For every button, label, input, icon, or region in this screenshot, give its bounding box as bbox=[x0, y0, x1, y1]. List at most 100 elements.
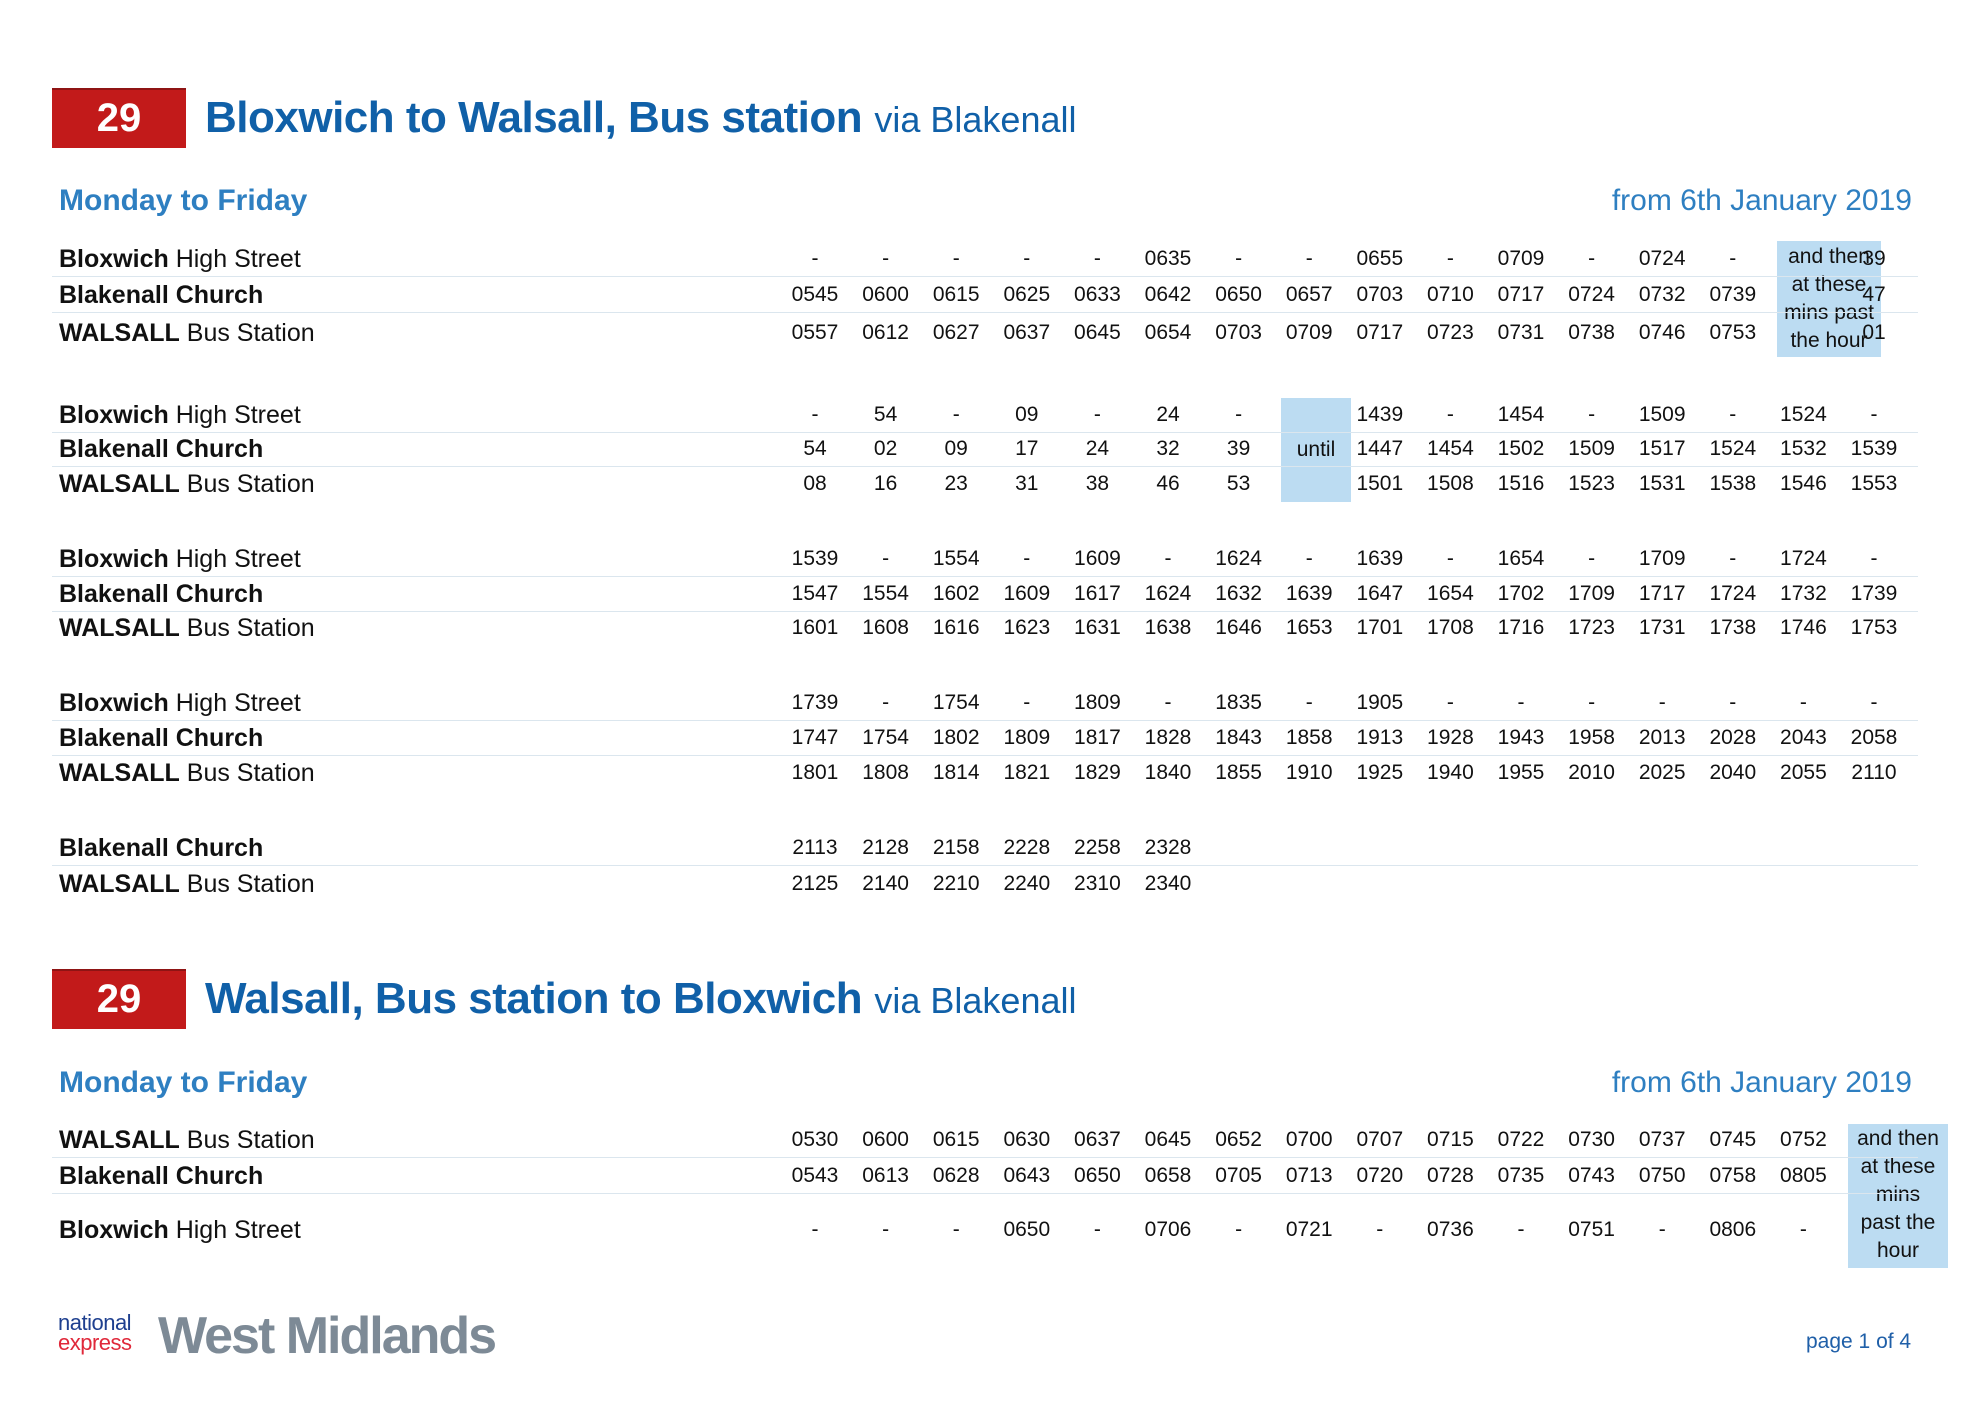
departure-time: 0706 bbox=[1144, 1218, 1192, 1241]
departure-time: 1624 bbox=[1144, 582, 1192, 605]
stop-name: WALSALL Bus Station bbox=[59, 316, 315, 350]
departure-time: 2228 bbox=[1003, 836, 1051, 859]
frequency-note: and then at these mins past the hour bbox=[1848, 1125, 1948, 1265]
departure-time: 2110 bbox=[1851, 761, 1897, 784]
departure-time: 1646 bbox=[1215, 616, 1262, 639]
stop-name: WALSALL Bus Station bbox=[59, 1123, 315, 1157]
departure-time: - bbox=[1235, 403, 1243, 426]
departure-time: 1616 bbox=[932, 616, 980, 639]
departure-time: - bbox=[1376, 1218, 1384, 1241]
page-number: page 1 of 4 bbox=[1806, 1330, 1912, 1353]
departure-time: 0625 bbox=[1003, 283, 1051, 306]
stop-name-bold: Bloxwich bbox=[59, 689, 169, 717]
departure-time: 0612 bbox=[862, 321, 909, 344]
departure-time: 1647 bbox=[1356, 582, 1404, 605]
departure-time: - bbox=[1305, 691, 1313, 714]
timetable-row: WALSALL Bus Station 0530 0600 0615 0630 0637 0… bbox=[52, 1123, 1918, 1158]
departure-time: 1654 bbox=[1427, 582, 1474, 605]
departure-time: - bbox=[1588, 691, 1596, 714]
departure-time: - bbox=[811, 247, 819, 270]
departure-time: 2240 bbox=[1003, 872, 1051, 895]
timetable-row: Bloxwich High Street - 54 - 09 - 24 - 1439 - 1454 -… bbox=[52, 398, 1918, 433]
departure-time: 2128 bbox=[862, 836, 909, 859]
stop-name-bold: Bloxwich bbox=[59, 545, 169, 573]
departure-time: 1809 bbox=[1074, 691, 1121, 714]
departure-time: 0642 bbox=[1144, 283, 1192, 306]
departure-time: - bbox=[1093, 1218, 1101, 1241]
departure-time: 2055 bbox=[1780, 761, 1827, 784]
departure-time: 1905 bbox=[1356, 691, 1404, 714]
departure-time: 1702 bbox=[1497, 582, 1545, 605]
departure-time: 1547 bbox=[791, 582, 839, 605]
departure-time: 2013 bbox=[1638, 726, 1686, 749]
stop-name-bold: Blakenall Church bbox=[59, 724, 264, 752]
departure-time: 0703 bbox=[1356, 283, 1404, 306]
timetable-row: Bloxwich High Street - - - 0650 - 0706 - 0721 - 07… bbox=[52, 1213, 1918, 1247]
departure-time: 2113 bbox=[792, 836, 838, 859]
frequency-note-highlight bbox=[1848, 1124, 1948, 1268]
departure-time: 1638 bbox=[1144, 616, 1192, 639]
stop-name: WALSALL Bus Station bbox=[59, 867, 315, 901]
departure-time: 1817 bbox=[1074, 726, 1121, 749]
timetable-row: Bloxwich High Street 1739 - 1754 - 1809 - 1835 -… bbox=[52, 686, 1918, 721]
departure-time: 08 bbox=[803, 472, 827, 495]
departure-time: 1747 bbox=[791, 726, 839, 749]
stop-name-bold: Bloxwich bbox=[59, 245, 169, 273]
departure-time: - bbox=[1446, 403, 1454, 426]
departure-time: 1523 bbox=[1568, 472, 1615, 495]
departure-time: 0715 bbox=[1427, 1128, 1474, 1151]
departure-time: 0654 bbox=[1144, 321, 1192, 344]
departure-time: 1524 bbox=[1709, 437, 1757, 460]
departure-time: 0700 bbox=[1285, 1128, 1333, 1151]
departure-time: 0752 bbox=[1780, 1128, 1827, 1151]
departure-time: 2210 bbox=[932, 872, 980, 895]
departure-time: 1835 bbox=[1215, 691, 1262, 714]
departure-time: 1701 bbox=[1356, 616, 1404, 639]
departure-time: - bbox=[1164, 691, 1172, 714]
stop-name: Blakenall Church bbox=[59, 721, 263, 755]
departure-time: - bbox=[1093, 247, 1101, 270]
departure-time: - bbox=[1305, 247, 1313, 270]
departure-time: - bbox=[1023, 547, 1031, 570]
departure-time: 1502 bbox=[1497, 437, 1545, 460]
departure-time: - bbox=[1164, 547, 1172, 570]
departure-time: 0543 bbox=[791, 1164, 839, 1187]
departure-time: 0630 bbox=[1003, 1128, 1051, 1151]
departure-time: 0615 bbox=[932, 1128, 980, 1151]
departure-time: 1724 bbox=[1780, 547, 1827, 570]
departure-time: 0722 bbox=[1497, 1128, 1545, 1151]
departure-time: 2025 bbox=[1638, 761, 1686, 784]
departure-time: 1624 bbox=[1215, 547, 1262, 570]
departure-time: 1631 bbox=[1074, 616, 1121, 639]
note-line: and then bbox=[1857, 1127, 1939, 1150]
departure-time: 2058 bbox=[1850, 726, 1898, 749]
stop-name-rest: Bus Station bbox=[186, 759, 315, 787]
departure-time: 1447 bbox=[1356, 437, 1404, 460]
departure-time: 2310 bbox=[1074, 872, 1121, 895]
departure-time: 0724 bbox=[1568, 283, 1615, 306]
departure-time: 1809 bbox=[1003, 726, 1051, 749]
departure-time: 2328 bbox=[1144, 836, 1192, 859]
departure-time: - bbox=[1799, 691, 1807, 714]
departure-time: 0713 bbox=[1285, 1164, 1333, 1187]
departure-time: - bbox=[1235, 1218, 1243, 1241]
departure-time: 2028 bbox=[1709, 726, 1757, 749]
departure-time: 1717 bbox=[1638, 582, 1686, 605]
departure-time: 1738 bbox=[1709, 616, 1757, 639]
departure-time: 1829 bbox=[1074, 761, 1121, 784]
departure-time: - bbox=[1588, 247, 1596, 270]
stop-name-bold: Blakenall Church bbox=[59, 281, 264, 309]
stop-name-bold: WALSALL bbox=[59, 759, 180, 787]
departure-time: 1731 bbox=[1638, 616, 1686, 639]
timetable-row: Blakenall Church 1747 1754 1802 1809 1817 182… bbox=[52, 721, 1918, 756]
departure-time: 1943 bbox=[1497, 726, 1545, 749]
route-title-main: Walsall, Bus station to Bloxwich bbox=[205, 974, 863, 1023]
departure-time: 0627 bbox=[932, 321, 980, 344]
departure-time: 02 bbox=[873, 437, 898, 460]
departure-time: 1654 bbox=[1497, 547, 1545, 570]
departure-time: 1928 bbox=[1427, 726, 1474, 749]
departure-time: 39 bbox=[1862, 247, 1886, 270]
departure-time: 1739 bbox=[791, 691, 839, 714]
departure-time: - bbox=[1799, 1218, 1807, 1241]
departure-time: - bbox=[1305, 547, 1313, 570]
